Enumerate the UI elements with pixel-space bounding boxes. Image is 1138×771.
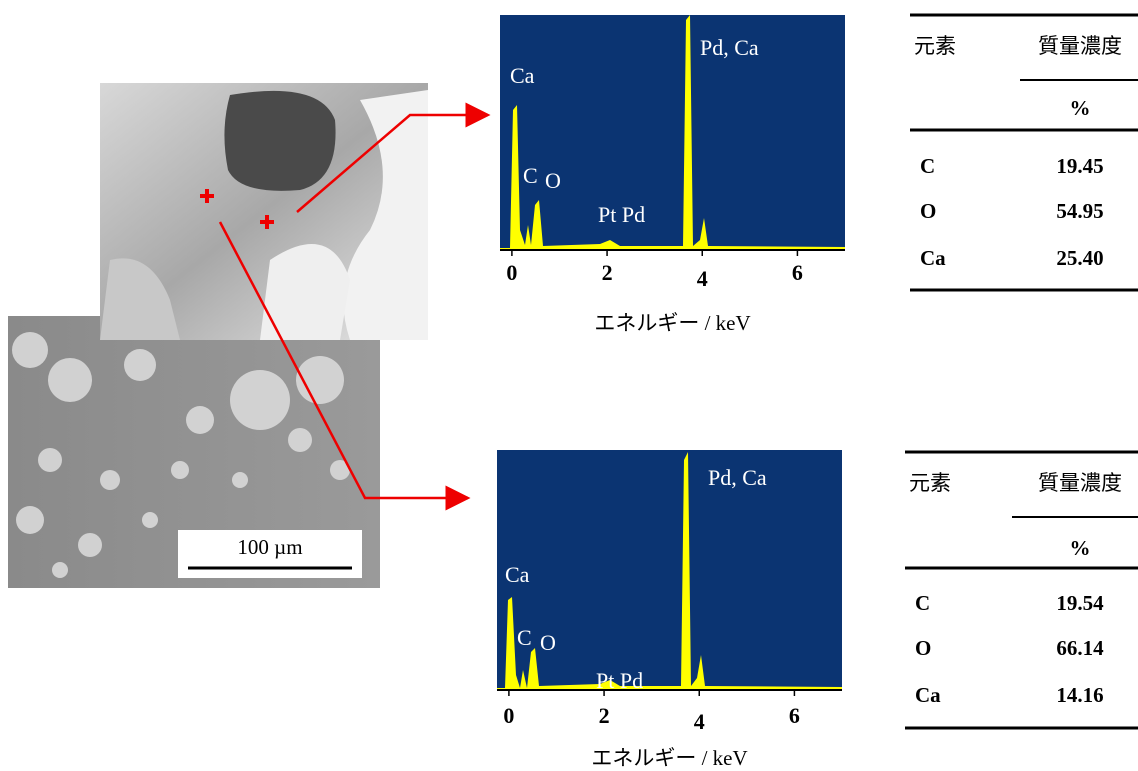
peak-label: Pd, Ca: [708, 465, 767, 490]
x-tick-label: 6: [789, 703, 800, 728]
x-tick-label: 4: [697, 266, 708, 291]
scale-bar-label: 100 µm: [237, 535, 302, 559]
table-header: 質量濃度: [1038, 471, 1122, 495]
peak-label: Pd, Ca: [700, 35, 759, 60]
table-cell: C: [920, 154, 935, 178]
table-cell: 66.14: [1056, 636, 1104, 660]
table-header: 元素: [909, 471, 951, 495]
peak-label: Pt Pd: [598, 202, 645, 227]
table-cell: Ca: [920, 246, 946, 270]
table-cell: O: [920, 199, 936, 223]
peak-label: C: [523, 163, 538, 188]
x-axis-label: エネルギー / keV: [591, 746, 747, 770]
peak-label: C: [517, 625, 532, 650]
x-tick-label: 2: [599, 703, 610, 728]
peak-label: O: [540, 630, 556, 655]
table-cell: 19.54: [1056, 591, 1104, 615]
peak-label: Pt Pd: [596, 668, 643, 693]
table-cell: 25.40: [1056, 246, 1103, 270]
x-tick-label: 4: [694, 709, 705, 734]
table-cell: 19.45: [1056, 154, 1103, 178]
x-tick-label: 2: [602, 260, 613, 285]
x-tick-label: 0: [503, 703, 514, 728]
table-cell: O: [915, 636, 931, 660]
peak-label: Ca: [510, 63, 535, 88]
sem-image-high: [100, 83, 428, 340]
table-cell: 14.16: [1056, 683, 1103, 707]
figure: 100 µm 0246エネルギー / keVPd, CaCaCOPt Pd024…: [0, 0, 1138, 771]
table-header: 元素: [914, 34, 956, 58]
x-axis-label: エネルギー / keV: [594, 311, 750, 335]
table-cell: C: [915, 591, 930, 615]
table-header: 質量濃度: [1038, 34, 1122, 58]
table-cell: Ca: [915, 683, 941, 707]
spectrum-1: [500, 15, 845, 250]
x-tick-label: 0: [506, 260, 517, 285]
table-unit: %: [1070, 96, 1091, 120]
peak-label: Ca: [505, 562, 530, 587]
sem-image-low: 100 µm: [8, 316, 380, 588]
table-unit: %: [1070, 536, 1091, 560]
x-tick-label: 6: [792, 260, 803, 285]
peak-label: O: [545, 168, 561, 193]
table-cell: 54.95: [1056, 199, 1103, 223]
